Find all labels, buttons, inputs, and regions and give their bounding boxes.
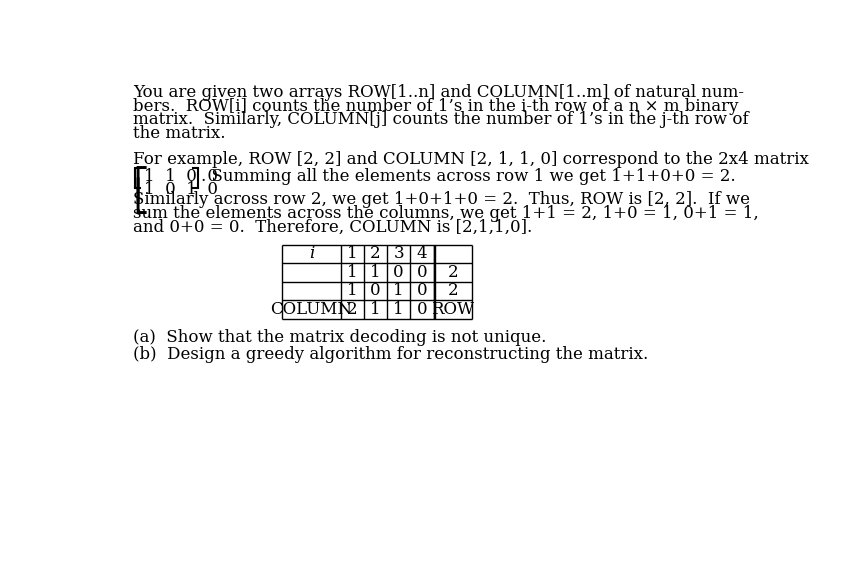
Text: 0: 0 xyxy=(416,282,427,299)
Text: 1  1  0  0: 1 1 0 0 xyxy=(143,168,218,184)
Text: COLUMN: COLUMN xyxy=(270,301,353,318)
Text: Similarly across row 2, we get 1+0+1+0 = 2.  Thus, ROW is [2, 2].  If we: Similarly across row 2, we get 1+0+1+0 =… xyxy=(133,191,750,208)
Text: and 0+0 = 0.  Therefore, COLUMN is [2,1,1,0].: and 0+0 = 0. Therefore, COLUMN is [2,1,1… xyxy=(133,218,532,236)
Text: ⎣: ⎣ xyxy=(134,178,149,214)
Text: 2: 2 xyxy=(346,301,358,318)
Text: 4: 4 xyxy=(416,246,427,262)
Text: 2: 2 xyxy=(448,264,458,281)
Text: For example, ROW [2, 2] and COLUMN [2, 1, 1, 0] correspond to the 2x4 matrix: For example, ROW [2, 2] and COLUMN [2, 1… xyxy=(133,151,809,168)
Text: 1: 1 xyxy=(370,301,381,318)
Text: 2: 2 xyxy=(448,282,458,299)
Text: sum the elements across the columns, we get 1+1 = 2, 1+0 = 1, 0+1 = 1,: sum the elements across the columns, we … xyxy=(133,205,759,222)
Text: the matrix.: the matrix. xyxy=(133,125,226,142)
Text: . Summing all the elements across row 1 we get 1+1+0+0 = 2.: . Summing all the elements across row 1 … xyxy=(201,168,735,184)
Text: 1: 1 xyxy=(370,264,381,281)
Text: matrix.  Similarly, COLUMN[j] counts the number of 1’s in the j-th row of: matrix. Similarly, COLUMN[j] counts the … xyxy=(133,111,748,129)
Text: 0: 0 xyxy=(416,301,427,318)
Text: 0: 0 xyxy=(370,282,381,299)
Text: 1: 1 xyxy=(346,264,358,281)
Text: 1: 1 xyxy=(346,246,358,262)
Text: ROW: ROW xyxy=(431,301,474,318)
Text: 2: 2 xyxy=(370,246,381,262)
Text: 0: 0 xyxy=(393,264,404,281)
Text: 1: 1 xyxy=(346,282,358,299)
Text: 1: 1 xyxy=(393,282,404,299)
Text: 3: 3 xyxy=(393,246,404,262)
Text: (a)  Show that the matrix decoding is not unique.: (a) Show that the matrix decoding is not… xyxy=(133,329,546,346)
Text: (b)  Design a greedy algorithm for reconstructing the matrix.: (b) Design a greedy algorithm for recons… xyxy=(133,346,648,363)
Text: 1: 1 xyxy=(393,301,404,318)
Text: i: i xyxy=(308,246,314,262)
Text: 1  0  1  0: 1 0 1 0 xyxy=(143,182,218,198)
Text: You are given two arrays ROW[1..n] and COLUMN[1..m] of natural num-: You are given two arrays ROW[1..n] and C… xyxy=(133,84,744,101)
Text: ⎡: ⎡ xyxy=(134,166,149,203)
Text: bers.  ROW[i] counts the number of 1’s in the i-th row of a n × m binary: bers. ROW[i] counts the number of 1’s in… xyxy=(133,98,739,115)
Text: 0: 0 xyxy=(416,264,427,281)
